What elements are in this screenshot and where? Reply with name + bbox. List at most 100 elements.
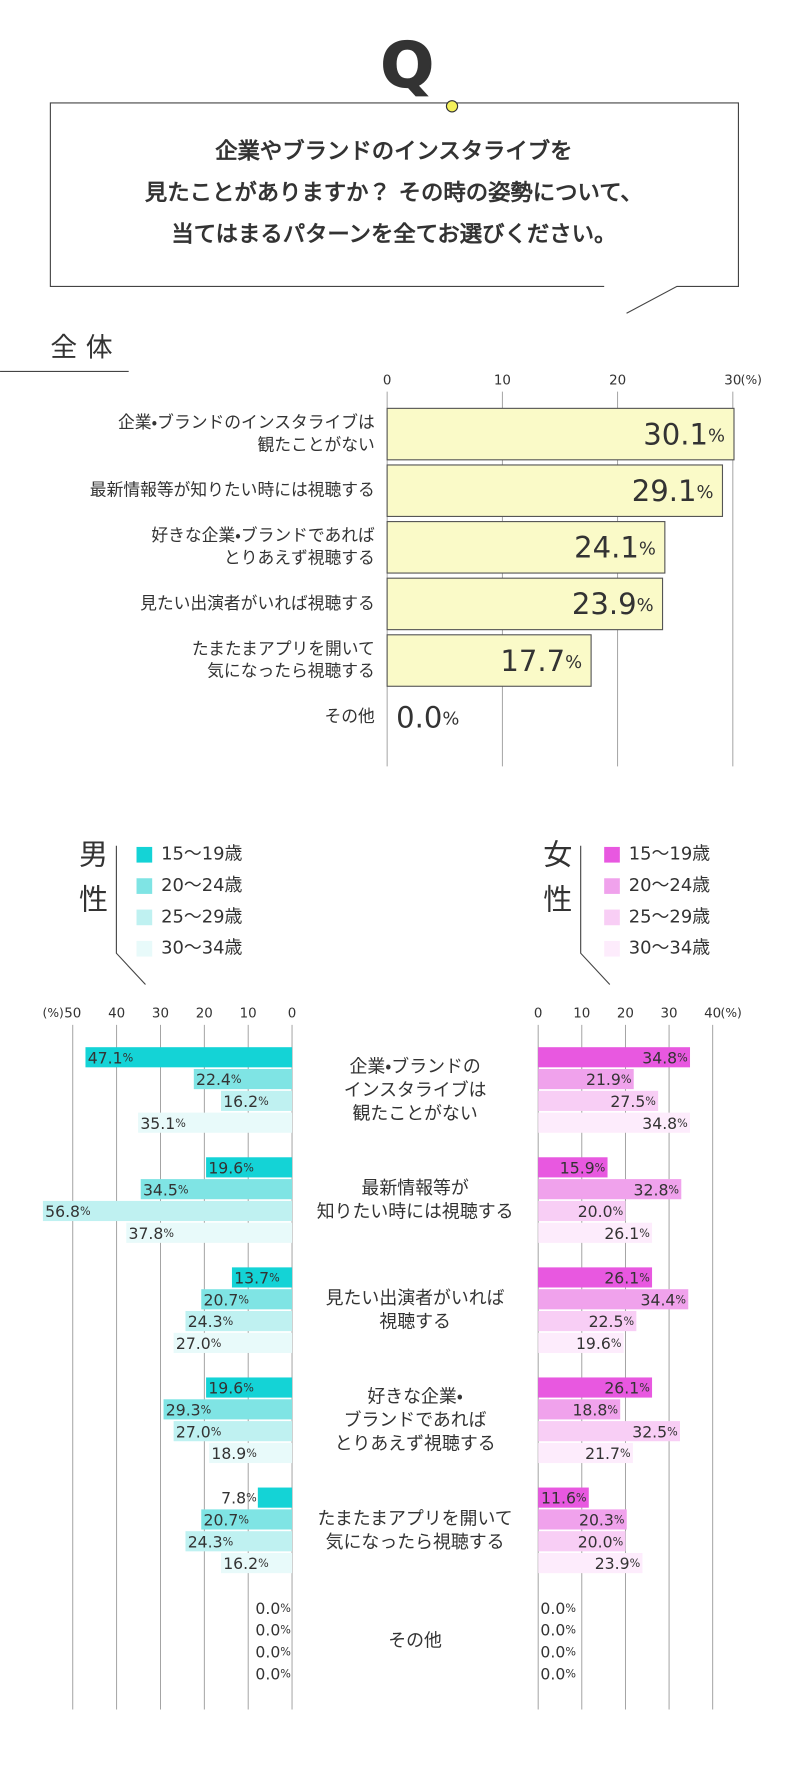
legend-label: 20〜24歳 (161, 875, 242, 896)
category-label: 企業・ブランドのインスタライブは観たことがない (118, 412, 375, 454)
value-label: 0.0% (396, 700, 459, 734)
value-label: 18.8% (572, 1400, 618, 1419)
x-unit: (%) (741, 373, 762, 387)
value-label: 16.2% (223, 1092, 268, 1111)
value-label: 0.0% (255, 1642, 291, 1661)
badge-dot (445, 100, 459, 113)
value-label: 19.6% (208, 1158, 254, 1177)
legend-swatch (604, 878, 620, 894)
bar (538, 1377, 653, 1398)
legend-label: 15〜19歳 (629, 844, 710, 865)
legend-swatch (136, 878, 153, 894)
value-label: 0.0% (255, 1620, 291, 1639)
bar (538, 1090, 659, 1111)
bar (185, 1531, 293, 1552)
value-label: 24.3% (188, 1312, 234, 1331)
value-label: 0.0% (540, 1664, 576, 1683)
value-label: 24.1% (574, 531, 656, 565)
bar (538, 1442, 633, 1464)
bar (538, 1421, 680, 1442)
x-tick-label: 30 (724, 373, 741, 388)
value-label: 20.0% (578, 1532, 624, 1551)
question-line: 企業やブランドのインスタライブを (215, 138, 572, 165)
value-label: 21.9% (586, 1070, 632, 1089)
value-label: 34.8% (642, 1048, 688, 1067)
legend-label: 15〜19歳 (161, 844, 242, 865)
category-label: 最新情報等が知りたい時には視聴する (317, 1178, 514, 1222)
value-label: 17.7% (500, 644, 582, 678)
legend-swatch (604, 940, 620, 957)
value-label: 7.8% (221, 1488, 257, 1507)
value-label: 32.8% (634, 1180, 680, 1199)
value-label: 22.4% (196, 1070, 242, 1089)
value-label: 0.0% (540, 1620, 576, 1639)
legend-label: 20〜24歳 (629, 875, 710, 896)
x-tick-label: 40 (108, 1007, 125, 1022)
value-label: 29.3% (166, 1400, 212, 1419)
bar (201, 1289, 293, 1310)
bar (140, 1179, 293, 1200)
x-tick-label: 0 (288, 1007, 297, 1022)
category-label: 好きな企業・ブランドであればとりあえず視聴する (335, 1387, 496, 1455)
x-tick-label: 30 (661, 1007, 678, 1022)
value-label: 29.1% (632, 474, 714, 508)
value-label: 19.6% (208, 1378, 254, 1397)
value-label: 0.0% (255, 1598, 291, 1617)
bar (538, 1311, 637, 1332)
bar (538, 1289, 689, 1310)
value-label: 34.4% (641, 1290, 687, 1309)
x-tick-label: 0 (534, 1007, 543, 1022)
value-label: 23.9% (595, 1554, 640, 1573)
category-label: たまたまアプリを開いて気になったら視聴する (192, 638, 375, 680)
bar (201, 1509, 293, 1530)
value-label: 19.6% (576, 1334, 622, 1353)
question-box (49, 102, 739, 314)
x-tick-label: 40 (704, 1007, 721, 1022)
value-label: 34.5% (143, 1180, 189, 1199)
bar (185, 1311, 293, 1332)
legend-swatch (604, 846, 620, 863)
legend-label: 25〜29歳 (629, 906, 710, 927)
bar (538, 1047, 691, 1068)
x-tick-label: 10 (573, 1007, 590, 1022)
legend-swatch (604, 909, 620, 926)
value-label: 20.7% (203, 1510, 249, 1529)
bar (538, 1531, 626, 1552)
bar (209, 1442, 293, 1464)
value-label: 0.0% (255, 1664, 291, 1683)
bar (193, 1069, 293, 1090)
bar (538, 1509, 627, 1530)
category-label: 最新情報等が知りたい時には視聴する (90, 480, 375, 500)
section-title: 全 体 (50, 333, 112, 364)
bar (538, 1179, 682, 1200)
bar (538, 1222, 653, 1243)
bar (538, 1399, 621, 1420)
value-label: 34.8% (642, 1113, 688, 1132)
bar (386, 407, 735, 461)
value-label: 13.7% (234, 1268, 279, 1287)
question-line: 見たことがありますか？ その時の姿勢について、 (145, 179, 643, 206)
x-tick-label: 50 (64, 1007, 81, 1022)
value-label: 11.6% (541, 1488, 587, 1507)
value-label: 23.9% (572, 587, 654, 621)
bar (163, 1399, 293, 1420)
x-tick-label: 20 (609, 373, 626, 388)
legend-swatch (136, 909, 153, 926)
value-label: 35.1% (140, 1113, 186, 1132)
value-label: 18.9% (211, 1444, 256, 1463)
value-label: 27.0% (176, 1334, 222, 1353)
bar (173, 1332, 293, 1353)
value-label: 0.0% (540, 1642, 576, 1661)
bar (220, 1552, 293, 1574)
section-divider (115, 845, 146, 985)
category-label: その他 (325, 706, 376, 726)
category-label: 見たい出演者がいれば視聴する (140, 593, 375, 613)
value-label: 15.9% (560, 1158, 606, 1177)
bar (538, 1487, 589, 1508)
question-line: 当てはまるパターンを全てお選びください。 (171, 221, 616, 247)
x-tick-label: 20 (617, 1007, 634, 1022)
bar (538, 1332, 624, 1353)
value-label: 27.0% (176, 1422, 222, 1441)
